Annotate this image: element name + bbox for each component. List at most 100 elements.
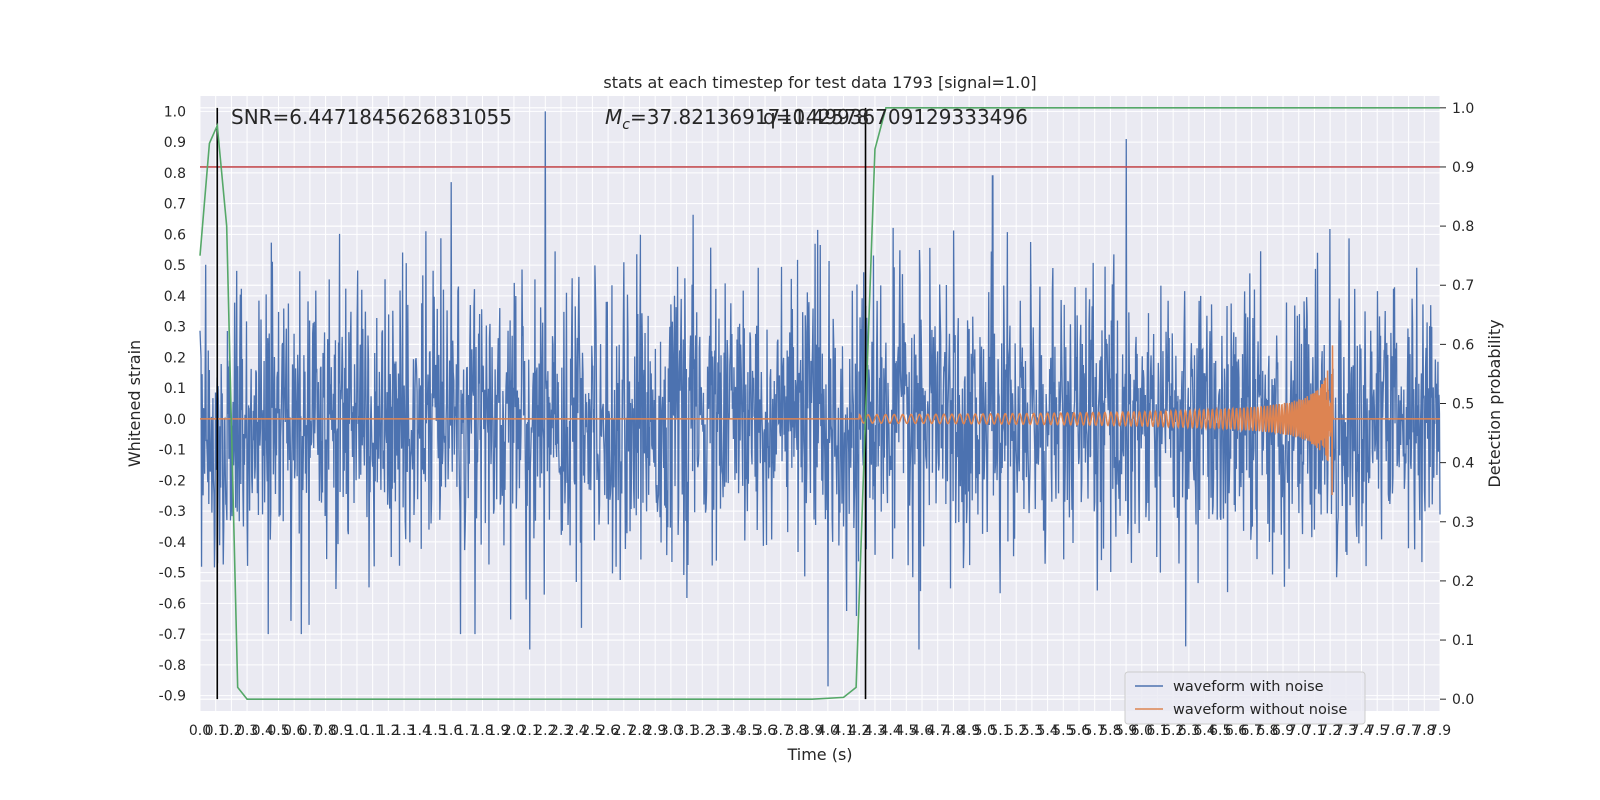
x-tick-label: 3.1 bbox=[675, 723, 697, 739]
x-tick-label: 2.1 bbox=[518, 723, 540, 739]
series-layer bbox=[199, 107, 1441, 700]
x-tick-label: 0.0 bbox=[189, 723, 211, 739]
y-tick-label: -0.4 bbox=[159, 535, 186, 551]
y-tick-label: 0.2 bbox=[164, 350, 186, 366]
y2-tick-label: 0.9 bbox=[1452, 160, 1474, 176]
x-tick-label: 4.0 bbox=[817, 723, 839, 739]
y2-tick-label: 0.6 bbox=[1452, 337, 1474, 353]
x-tick-label: 4.8 bbox=[942, 723, 964, 739]
x-tick-label: 6.1 bbox=[1146, 723, 1168, 739]
x-tick-label: 5.7 bbox=[1084, 723, 1106, 739]
x-tick-label: 5.1 bbox=[989, 723, 1011, 739]
x-tick-label: 3.9 bbox=[801, 723, 823, 739]
x-tick-label: 2.9 bbox=[644, 723, 666, 739]
y-tick-label: 0.5 bbox=[164, 258, 186, 274]
y2-tick-label: 0.5 bbox=[1452, 397, 1474, 413]
x-tick-label: 4.5 bbox=[895, 723, 917, 739]
x-tick-label: 7.4 bbox=[1350, 723, 1372, 739]
y-tick-label: -0.5 bbox=[159, 566, 186, 582]
x-tick-label: 1.6 bbox=[440, 723, 462, 739]
y2-axis-label: Detection probability bbox=[1485, 319, 1504, 487]
x-tick-label: 7.7 bbox=[1397, 723, 1419, 739]
x-tick-label: 6.9 bbox=[1272, 723, 1294, 739]
y-tick-label: 0.0 bbox=[164, 412, 186, 428]
y2-tick-label: 0.3 bbox=[1452, 515, 1474, 531]
y-tick-label: -0.2 bbox=[159, 473, 186, 489]
x-tick-label: 0.3 bbox=[236, 723, 258, 739]
x-tick-label: 4.3 bbox=[864, 723, 886, 739]
x-tick-label: 3.6 bbox=[754, 723, 776, 739]
x-tick-label: 3.0 bbox=[660, 723, 682, 739]
y-tick-label: 0.4 bbox=[164, 289, 186, 305]
x-tick-label: 6.5 bbox=[1209, 723, 1231, 739]
y2-tick-label: 0.1 bbox=[1452, 633, 1474, 649]
y-tick-label: -0.9 bbox=[159, 689, 186, 705]
mc-subscript: c bbox=[622, 117, 630, 133]
x-tick-label: 7.5 bbox=[1366, 723, 1388, 739]
chart-title: stats at each timestep for test data 179… bbox=[603, 73, 1036, 92]
legend-box bbox=[1124, 671, 1366, 725]
y-tick-label: 0.6 bbox=[164, 227, 186, 243]
y2-tick-label: 0.7 bbox=[1452, 278, 1474, 294]
legend: waveform with noise waveform without noi… bbox=[1124, 671, 1366, 725]
x-tick-label: 0.2 bbox=[220, 723, 242, 739]
x-tick-label: 1.2 bbox=[377, 723, 399, 739]
y2-tick-label: 0.2 bbox=[1452, 574, 1474, 590]
y2-tick-label: 1.0 bbox=[1452, 101, 1474, 117]
x-tick-label: 1.5 bbox=[424, 723, 446, 739]
x-tick-label: 6.3 bbox=[1178, 723, 1200, 739]
y-tick-label: -0.6 bbox=[159, 596, 186, 612]
x-tick-label: 2.0 bbox=[503, 723, 525, 739]
x-tick-label: 5.3 bbox=[1021, 723, 1043, 739]
x-tick-label: 2.2 bbox=[534, 723, 556, 739]
chirp-mass-annotation: Mc=37.821369171142578 bbox=[605, 105, 869, 133]
x-tick-label: 1.9 bbox=[487, 723, 509, 739]
x-tick-label: 5.0 bbox=[974, 723, 996, 739]
mc-symbol: M bbox=[605, 105, 622, 129]
x-tick-label: 3.7 bbox=[770, 723, 792, 739]
x-tick-label: 6.6 bbox=[1225, 723, 1247, 739]
x-tick-label: 7.6 bbox=[1382, 723, 1404, 739]
x-tick-label: 6.2 bbox=[1162, 723, 1184, 739]
x-tick-label: 1.1 bbox=[362, 723, 384, 739]
x-axis-ticks: 0.00.10.20.30.40.50.60.70.80.91.01.11.21… bbox=[189, 723, 1451, 739]
y-tick-label: 0.7 bbox=[164, 197, 186, 213]
x-tick-label: 0.5 bbox=[267, 723, 289, 739]
x-tick-label: 5.4 bbox=[1036, 723, 1058, 739]
detection-probability-line bbox=[199, 107, 1440, 700]
x-tick-label: 4.9 bbox=[958, 723, 980, 739]
mass-ratio-annotation: q=0.49936709129333496 bbox=[763, 105, 1028, 129]
x-tick-label: 6.8 bbox=[1256, 723, 1278, 739]
x-tick-label: 0.6 bbox=[283, 723, 305, 739]
x-tick-label: 0.9 bbox=[330, 723, 352, 739]
x-tick-label: 6.0 bbox=[1131, 723, 1153, 739]
x-tick-label: 6.7 bbox=[1241, 723, 1263, 739]
mc-value: =37.821369171142578 bbox=[630, 105, 869, 129]
y-tick-label: 0.9 bbox=[164, 135, 186, 151]
x-tick-label: 3.8 bbox=[785, 723, 807, 739]
x-tick-label: 5.9 bbox=[1115, 723, 1137, 739]
x-tick-label: 2.4 bbox=[566, 723, 588, 739]
legend-label-noise: waveform with noise bbox=[1173, 679, 1324, 695]
y-tick-label: -0.7 bbox=[159, 627, 186, 643]
x-tick-label: 7.1 bbox=[1303, 723, 1325, 739]
x-tick-label: 3.4 bbox=[723, 723, 745, 739]
x-tick-label: 2.8 bbox=[628, 723, 650, 739]
x-tick-label: 0.1 bbox=[205, 723, 227, 739]
x-tick-label: 4.2 bbox=[848, 723, 870, 739]
series-waveform-without-noise bbox=[200, 345, 1440, 495]
x-tick-label: 1.4 bbox=[409, 723, 431, 739]
y2-tick-label: 0.8 bbox=[1452, 219, 1474, 235]
x-tick-label: 5.8 bbox=[1099, 723, 1121, 739]
x-tick-label: 7.3 bbox=[1335, 723, 1357, 739]
x-tick-label: 1.3 bbox=[393, 723, 415, 739]
x-tick-label: 2.3 bbox=[550, 723, 572, 739]
x-tick-label: 4.6 bbox=[911, 723, 933, 739]
x-tick-label: 3.5 bbox=[738, 723, 760, 739]
y2-axis-ticks: 1.0 0.9 0.8 0.7 0.6 0.5 0.4 0.3 0.2 0.1 0.0 bbox=[1440, 101, 1474, 708]
x-tick-label: 7.9 bbox=[1429, 723, 1451, 739]
y-tick-label: 0.3 bbox=[164, 320, 186, 336]
x-tick-label: 0.4 bbox=[252, 723, 274, 739]
legend-label-clean: waveform without noise bbox=[1173, 702, 1347, 718]
